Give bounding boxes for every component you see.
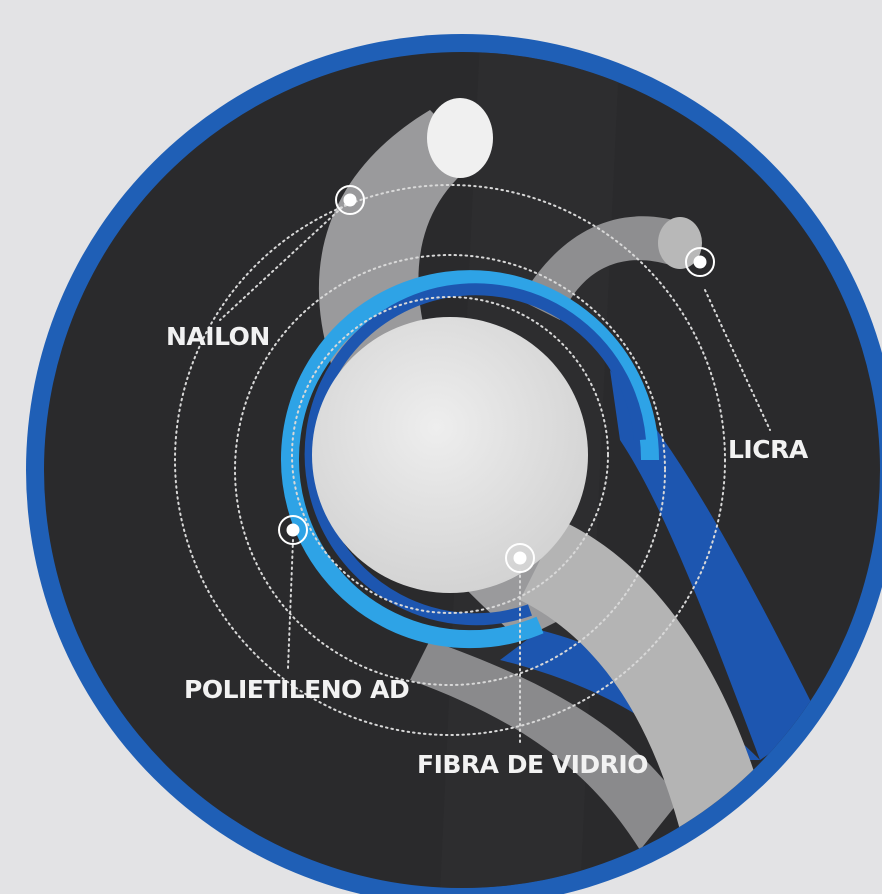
markers <box>278 185 715 573</box>
nylon-fiber <box>318 110 600 640</box>
dotted-ring <box>174 184 726 736</box>
nylon-end <box>427 98 493 178</box>
leader <box>287 539 294 669</box>
blue-band <box>610 370 820 760</box>
hdpe-fiber <box>410 640 680 850</box>
blue-ring <box>281 270 660 649</box>
fiberglass-fiber <box>520 520 760 830</box>
lycra-fiber <box>520 216 690 320</box>
core <box>312 317 588 593</box>
label: NAILON <box>166 322 270 351</box>
dotted-ring <box>234 254 666 686</box>
leader <box>219 199 351 321</box>
dotted-ring <box>291 296 609 614</box>
blue-ring-inner <box>304 283 646 626</box>
leader <box>704 289 771 431</box>
label: FIBRA DE VIDRIO <box>417 750 648 779</box>
label: LICRA <box>728 435 809 464</box>
lycra-end <box>658 217 702 269</box>
label: POLIETILENO AD <box>184 675 409 704</box>
artwork <box>174 52 820 888</box>
